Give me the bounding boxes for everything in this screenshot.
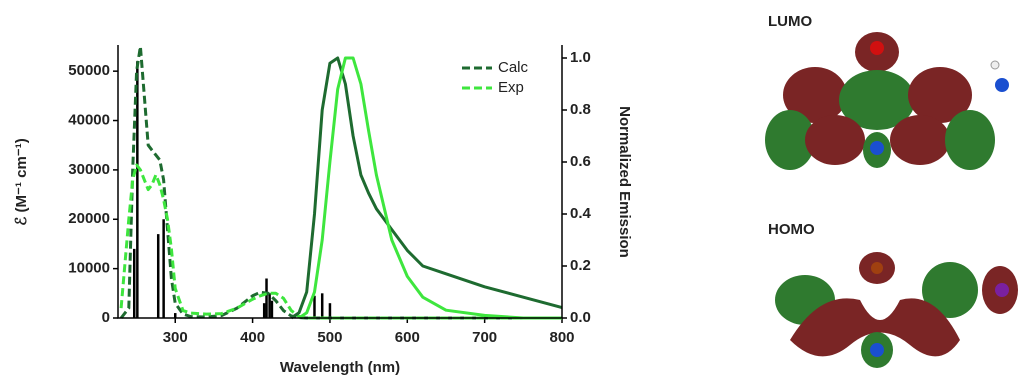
- y2-tick-label: 0.6: [570, 153, 591, 170]
- legend-label: Exp: [498, 79, 524, 96]
- y2-axis-label: Normalized Emission: [616, 106, 633, 258]
- x-axis-label: Wavelength (nm): [280, 359, 400, 376]
- y2-tick-label: 0.4: [570, 205, 592, 222]
- y2-tick-label: 0.8: [570, 101, 591, 118]
- x-tick-label: 800: [549, 329, 574, 346]
- series-line: [299, 58, 562, 318]
- y2-tick-label: 0.0: [570, 309, 591, 326]
- figure: Wavelength (nm) ℰ (M⁻¹ cm⁻¹) Normalized …: [0, 0, 1020, 383]
- legend-label: Calc: [498, 59, 529, 76]
- orbital-homo: HOMO: [768, 221, 1018, 368]
- x-tick-label: 700: [472, 329, 497, 346]
- y-tick-label: 10000: [68, 260, 110, 277]
- y2-tick-label: 1.0: [570, 49, 591, 66]
- y-axis-label: ℰ (M⁻¹ cm⁻¹): [13, 138, 30, 225]
- y-tick-label: 30000: [68, 161, 110, 178]
- y-tick-label: 20000: [68, 210, 110, 227]
- orbital-label: HOMO: [768, 221, 815, 238]
- series-line: [121, 47, 562, 319]
- x-tick-label: 300: [163, 329, 188, 346]
- x-tick-label: 400: [240, 329, 265, 346]
- series-line: [291, 58, 562, 318]
- y2-tick-label: 0.2: [570, 257, 591, 274]
- orbital-label: LUMO: [768, 13, 812, 30]
- series-line: [121, 165, 562, 318]
- y-tick-label: 40000: [68, 112, 110, 129]
- y-tick-label: 50000: [68, 62, 110, 79]
- y-tick-label: 0: [102, 309, 110, 326]
- orbital-lumo: LUMO: [765, 13, 1009, 170]
- x-tick-label: 600: [395, 329, 420, 346]
- x-tick-label: 500: [317, 329, 342, 346]
